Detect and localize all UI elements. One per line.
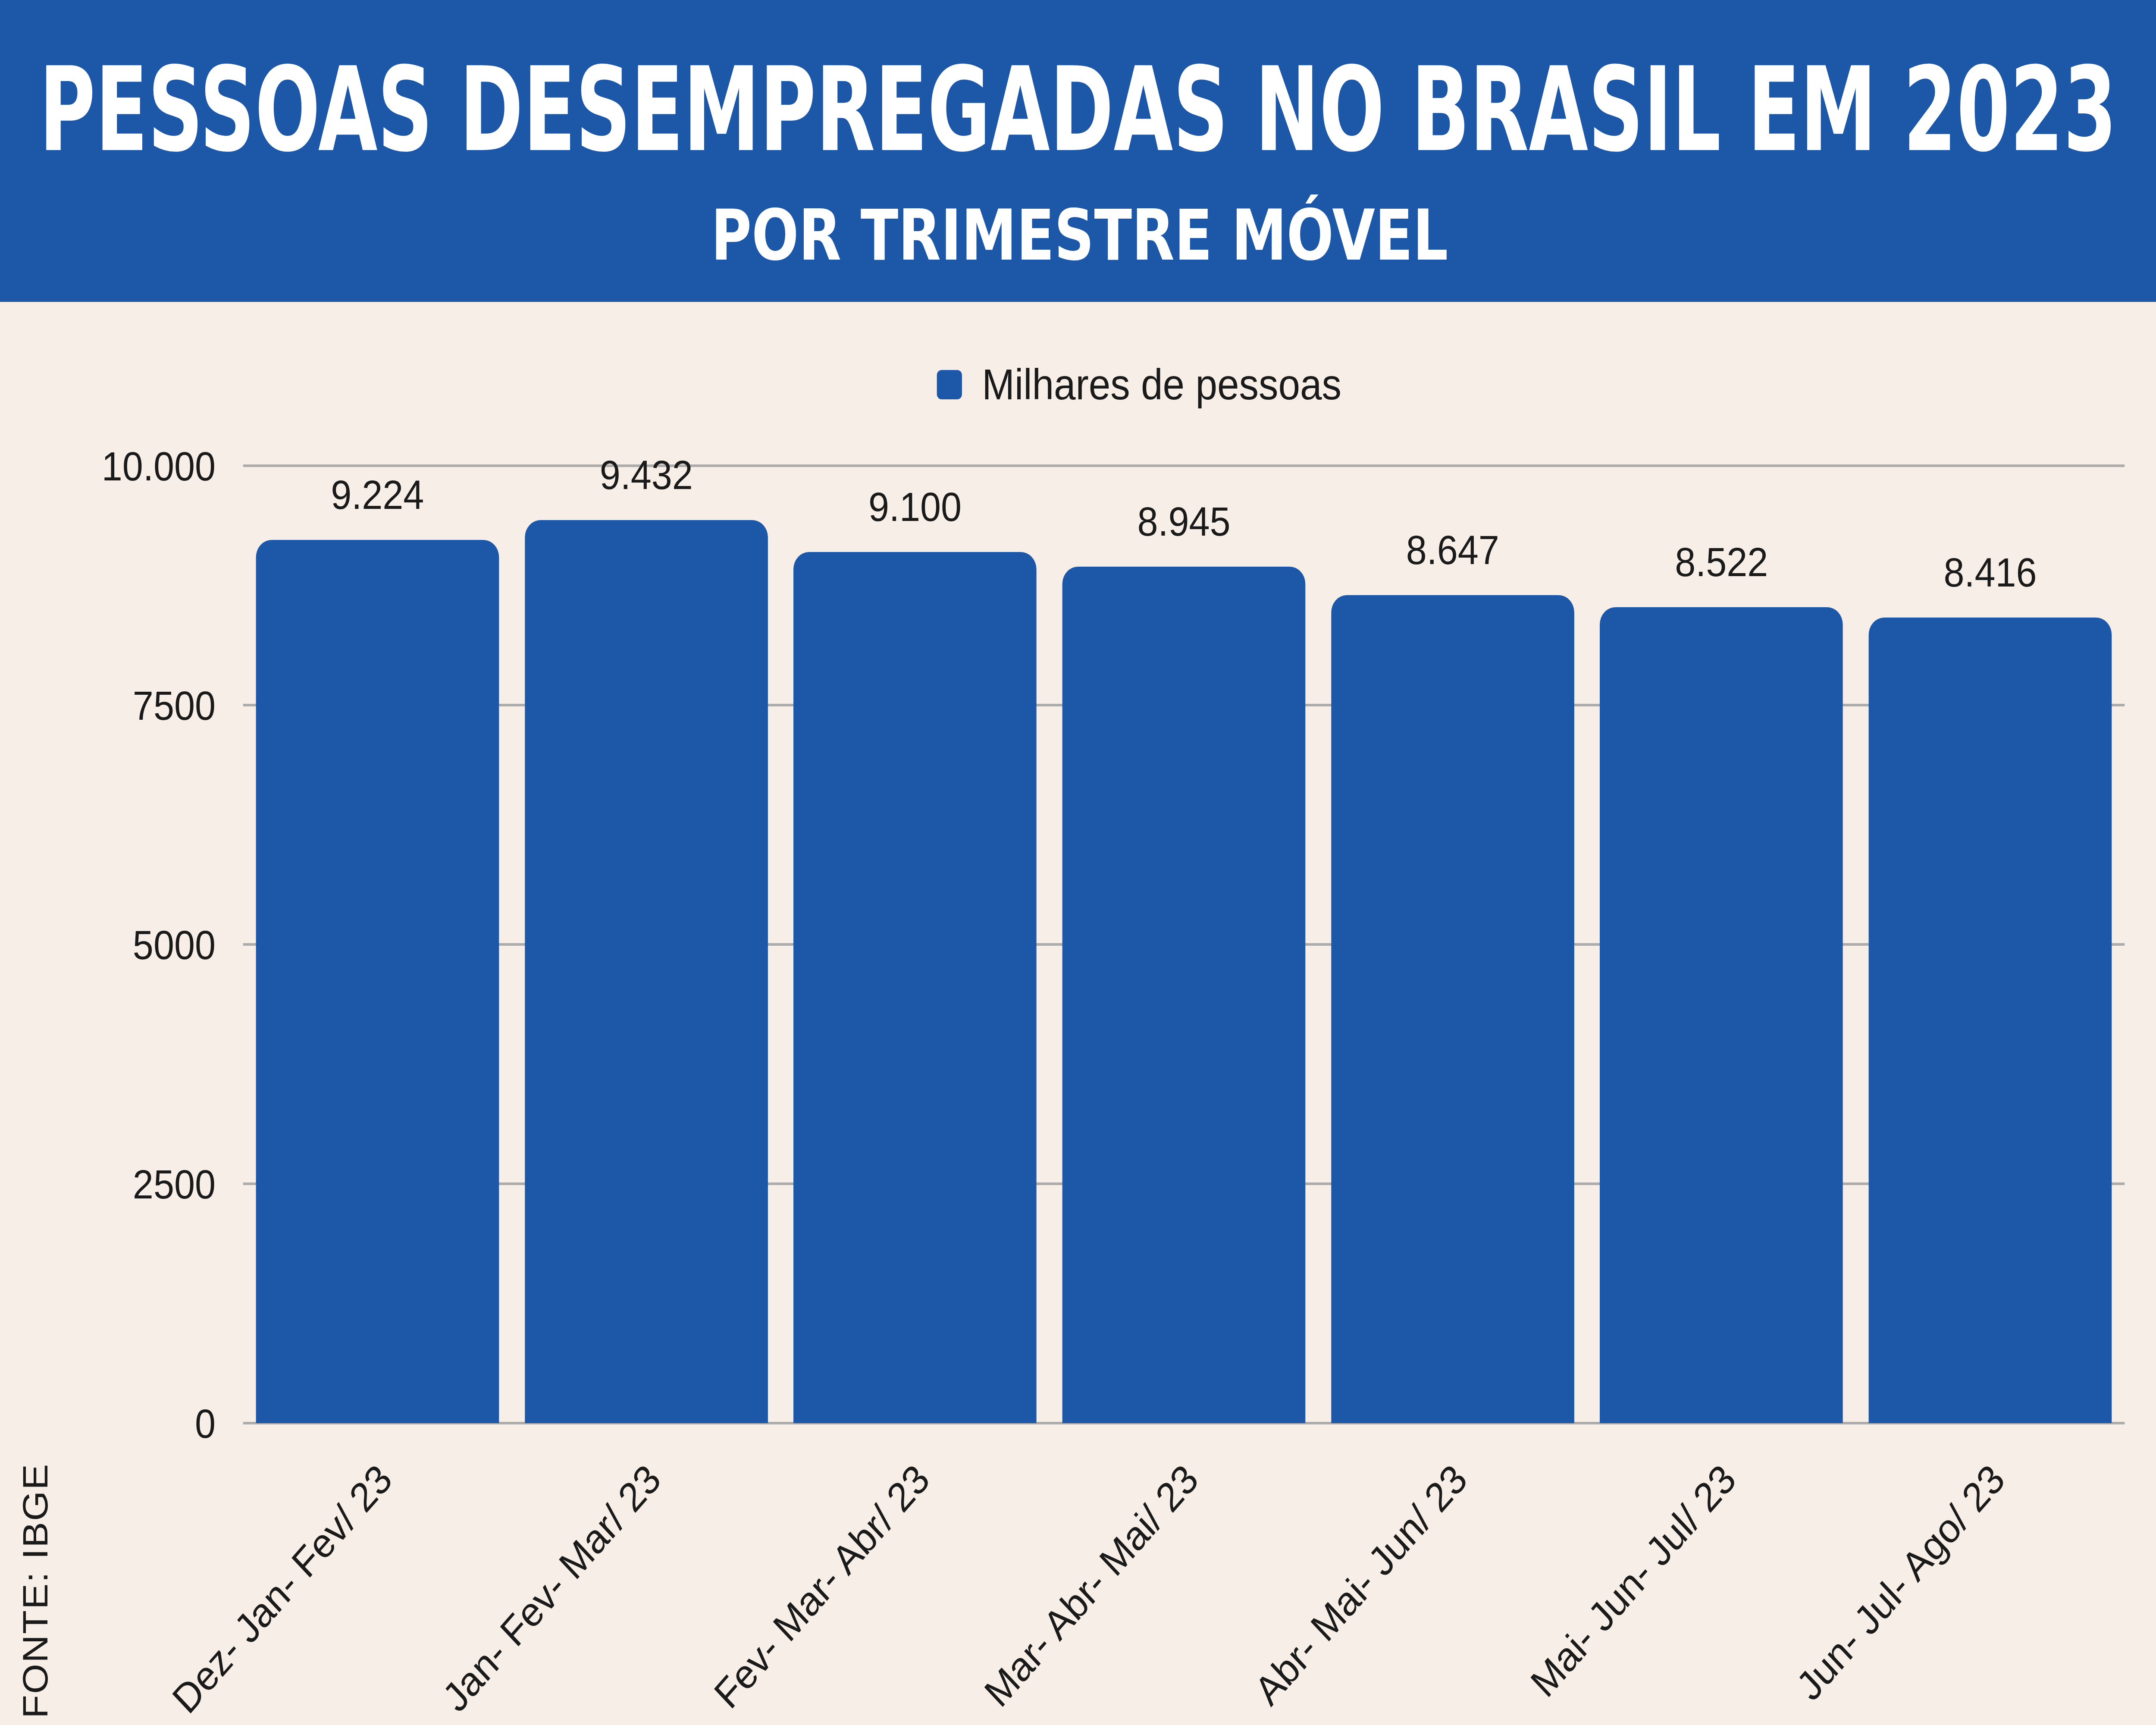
legend-swatch bbox=[937, 370, 962, 399]
y-axis-tick-label: 2500 bbox=[0, 1164, 216, 1205]
x-axis-tick-label: Jan- Fev- Mar/ 23 bbox=[436, 1458, 667, 1719]
header-titles: PESSOAS DESEMPREGADAS NO BRASIL EM 2023 … bbox=[0, 0, 2156, 302]
bar-value-label: 9.100 bbox=[797, 486, 1032, 527]
grid-line bbox=[243, 464, 2125, 467]
x-axis-tick-label: Jun- Jul- Ago/ 23 bbox=[1790, 1458, 2011, 1707]
bar-value-label: 9.224 bbox=[260, 474, 495, 515]
source-note: FONTE: IBGE bbox=[18, 1463, 53, 1719]
bar-value-label: 8.647 bbox=[1335, 530, 1570, 571]
bar-value-label: 8.416 bbox=[1873, 552, 2108, 593]
header-band: PESSOAS DESEMPREGADAS NO BRASIL EM 2023 … bbox=[0, 0, 2156, 302]
y-axis-tick-label: 0 bbox=[0, 1403, 216, 1444]
x-axis-tick-label: Mar- Abr- Mai/ 23 bbox=[978, 1458, 1205, 1714]
y-axis-tick-label: 5000 bbox=[0, 925, 216, 966]
x-axis-tick-label: Dez- Jan- Fev/ 23 bbox=[166, 1458, 398, 1720]
y-axis-tick-label: 7500 bbox=[0, 685, 216, 726]
page-title: PESSOAS DESEMPREGADAS NO BRASIL EM 2023 bbox=[39, 42, 2117, 178]
bar bbox=[256, 540, 499, 1423]
bar bbox=[1869, 618, 2112, 1423]
x-axis-tick-label: Fev- Mar- Abr/ 23 bbox=[708, 1458, 936, 1716]
bar-value-label: 8.945 bbox=[1066, 501, 1301, 542]
x-axis-tick-label: Mai- Jun- Jul/ 23 bbox=[1524, 1458, 1742, 1704]
bar bbox=[1331, 595, 1574, 1423]
x-axis-tick-label: Abr- Mai- Jun/ 23 bbox=[1248, 1458, 1473, 1712]
infographic-page: PESSOAS DESEMPREGADAS NO BRASIL EM 2023 … bbox=[0, 0, 2156, 1725]
bar bbox=[525, 520, 768, 1423]
bar-value-label: 8.522 bbox=[1604, 542, 1839, 583]
bar-value-label: 9.432 bbox=[529, 455, 764, 496]
bar bbox=[1600, 607, 1843, 1423]
legend-label: Milhares de pessoas bbox=[982, 363, 1341, 406]
bar bbox=[793, 552, 1037, 1423]
bar bbox=[1062, 567, 1306, 1423]
page-subtitle: POR TRIMESTRE MÓVEL bbox=[711, 194, 1448, 276]
y-axis-tick-label: 10.000 bbox=[0, 446, 216, 487]
